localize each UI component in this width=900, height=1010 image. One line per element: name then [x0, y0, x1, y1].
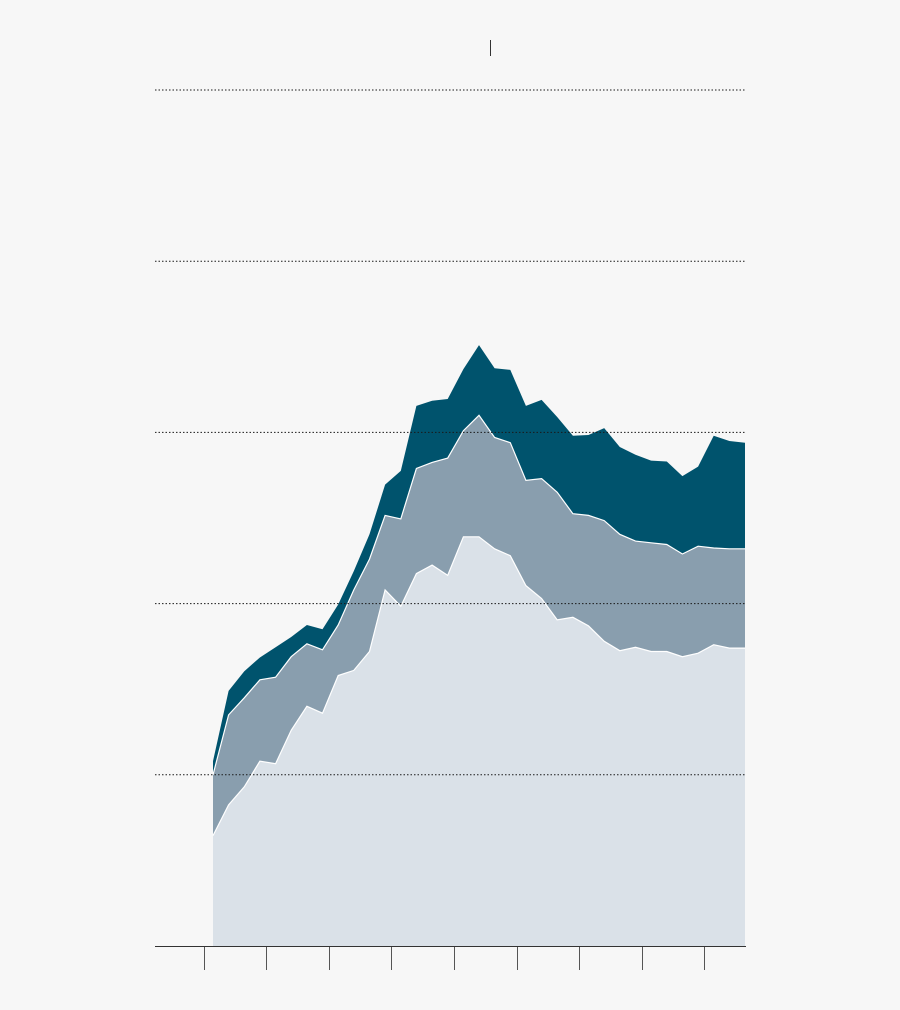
series-boundary-2	[212, 414, 745, 775]
series-area-1	[213, 536, 745, 946]
series-area-2	[213, 415, 745, 836]
series-boundary-1	[212, 536, 745, 836]
series-area-3	[213, 345, 745, 775]
